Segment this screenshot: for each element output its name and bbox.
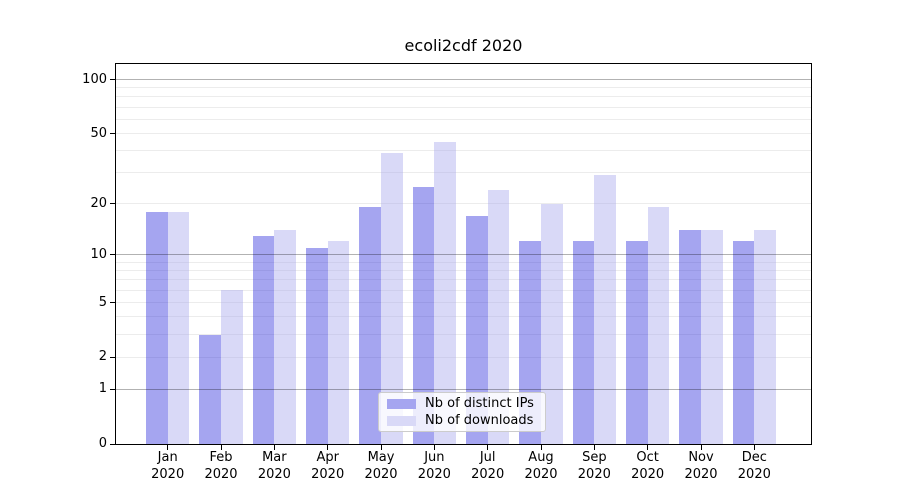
bar-downloads-jun <box>434 141 456 444</box>
gridline-y-70 <box>116 106 811 108</box>
bar-distinct-ips-nov <box>679 230 701 444</box>
bar-distinct-ips-jun <box>412 186 435 444</box>
gridline-y-20 <box>116 203 811 205</box>
x-tick-label-mar: Mar 2020 <box>257 450 291 482</box>
y-tick-20 <box>110 203 115 205</box>
bar-distinct-ips-feb <box>199 334 222 444</box>
y-tick-50 <box>110 133 115 135</box>
x-tick-label-jun: Jun 2020 <box>417 450 451 482</box>
legend-swatch-downloads <box>387 415 416 426</box>
gridline-y-90 <box>116 87 811 89</box>
x-tick-aug <box>540 445 542 450</box>
y-tick-2 <box>110 356 115 358</box>
gridline-y-8 <box>116 269 811 271</box>
x-tick-nov <box>700 445 702 450</box>
x-tick-jul <box>487 445 489 450</box>
x-tick-dec <box>753 445 755 450</box>
x-tick-jun <box>433 445 435 450</box>
y-tick-label-5: 5 <box>98 294 107 310</box>
x-tick-label-apr: Apr 2020 <box>311 450 345 482</box>
bar-downloads-mar <box>274 230 296 444</box>
bar-distinct-ips-apr <box>306 247 328 444</box>
chart-title: ecoli2cdf 2020 <box>404 36 523 55</box>
x-tick-label-jan: Jan 2020 <box>151 450 185 482</box>
gridline-y-4 <box>116 316 811 318</box>
x-tick-label-nov: Nov 2020 <box>684 450 718 482</box>
x-tick-sep <box>593 445 595 450</box>
y-tick-label-0: 0 <box>98 436 107 451</box>
major-gridline-y-100 <box>116 79 811 81</box>
major-gridline-y-1 <box>116 388 811 390</box>
bar-downloads-may <box>381 152 403 444</box>
x-tick-label-oct: Oct 2020 <box>631 450 665 482</box>
legend-item-distinct-ips: Nb of distinct IPs <box>379 396 545 411</box>
bar-downloads-sep <box>594 175 616 444</box>
gridline-y-2 <box>116 356 811 358</box>
bar-downloads-jul <box>487 189 510 444</box>
gridline-y-7 <box>116 279 811 281</box>
x-tick-label-feb: Feb 2020 <box>204 450 238 482</box>
x-tick-apr <box>327 445 329 450</box>
gridline-y-5 <box>116 302 811 303</box>
bar-distinct-ips-jan <box>146 211 168 444</box>
y-tick-label-1: 1 <box>98 381 107 397</box>
x-tick-oct <box>647 445 649 450</box>
bar-distinct-ips-dec <box>732 241 755 444</box>
legend: Nb of distinct IPs Nb of downloads <box>378 392 546 432</box>
gridline-y-9 <box>116 261 811 263</box>
x-tick-label-dec: Dec 2020 <box>737 450 771 482</box>
x-tick-jan <box>167 445 169 450</box>
y-tick-0 <box>110 443 115 445</box>
y-tick-100 <box>110 79 115 81</box>
x-tick-label-jul: Jul 2020 <box>471 450 505 482</box>
bar-downloads-jan <box>167 211 190 444</box>
plot-area <box>115 63 812 445</box>
bar-downloads-feb <box>221 290 243 444</box>
major-gridline-y-10 <box>116 254 811 256</box>
x-tick-feb <box>220 445 222 450</box>
gridline-y-40 <box>116 150 811 152</box>
bar-downloads-apr <box>327 241 350 444</box>
bar-distinct-ips-oct <box>626 241 648 444</box>
y-tick-1 <box>110 388 115 390</box>
bar-downloads-oct <box>647 207 670 444</box>
bar-distinct-ips-jul <box>466 215 488 444</box>
gridline-y-30 <box>116 172 811 174</box>
bar-distinct-ips-mar <box>252 235 275 444</box>
y-tick-label-2: 2 <box>98 349 107 365</box>
legend-swatch-distinct-ips <box>387 398 416 409</box>
gridline-y-6 <box>116 289 811 291</box>
x-tick-mar <box>273 445 275 450</box>
gridline-y-60 <box>116 118 811 120</box>
bar-distinct-ips-may <box>359 207 381 444</box>
bar-downloads-dec <box>754 230 776 444</box>
y-tick-10 <box>110 254 115 256</box>
y-tick-label-20: 20 <box>90 195 107 211</box>
legend-item-downloads: Nb of downloads <box>379 413 545 428</box>
x-tick-label-aug: Aug 2020 <box>524 450 558 482</box>
y-tick-5 <box>110 302 115 303</box>
x-tick-may <box>380 445 382 450</box>
y-tick-label-10: 10 <box>90 246 107 262</box>
y-tick-label-100: 100 <box>82 71 107 87</box>
x-tick-label-may: May 2020 <box>364 450 398 482</box>
gridline-y-50 <box>116 133 811 135</box>
legend-label-distinct-ips: Nb of distinct IPs <box>425 396 534 411</box>
bar-downloads-aug <box>541 203 563 444</box>
x-tick-label-sep: Sep 2020 <box>577 450 611 482</box>
legend-label-downloads: Nb of downloads <box>425 413 534 428</box>
gridline-y-80 <box>116 96 811 98</box>
bar-distinct-ips-sep <box>572 241 595 444</box>
y-tick-label-50: 50 <box>90 125 107 141</box>
gridline-y-3 <box>116 334 811 336</box>
bar-downloads-nov <box>701 230 723 444</box>
